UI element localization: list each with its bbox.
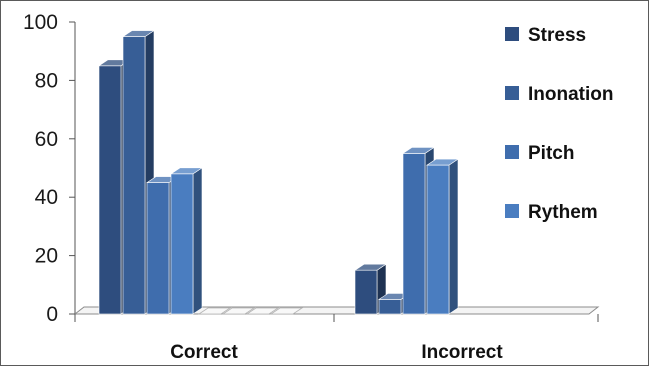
bar-front xyxy=(426,164,450,315)
bar-front xyxy=(98,65,122,315)
x-tick-label: Incorrect xyxy=(421,342,503,363)
legend-label: Stress xyxy=(528,25,586,46)
legend-swatch xyxy=(505,145,519,159)
bar-side xyxy=(192,167,203,315)
bar-front xyxy=(146,182,170,315)
y-tick-label: 100 xyxy=(23,11,58,34)
legend-label: Inonation xyxy=(528,84,613,105)
empty-bars xyxy=(197,307,304,315)
empty-bar xyxy=(245,307,280,315)
empty-bar xyxy=(221,307,256,315)
legend: Stress Inonation Pitch Rythem xyxy=(505,25,613,223)
bar-side xyxy=(448,158,459,315)
y-tick-labels: 0 20 40 60 80 100 xyxy=(23,11,58,326)
bar-top xyxy=(354,263,387,271)
x-tick-label: Correct xyxy=(170,342,238,363)
legend-label: Pitch xyxy=(528,143,574,164)
bar-top xyxy=(122,30,155,37)
bar-front xyxy=(378,299,402,315)
bar-front xyxy=(402,153,426,315)
bar-top xyxy=(402,147,435,154)
bar xyxy=(170,167,203,315)
bar xyxy=(426,158,459,315)
bar-top xyxy=(426,158,459,166)
legend-swatch xyxy=(505,86,519,100)
legend-swatch xyxy=(505,204,519,218)
empty-bar xyxy=(197,307,232,315)
bar-front xyxy=(354,269,378,315)
bars xyxy=(98,30,459,315)
bar-top xyxy=(170,167,203,175)
empty-bar xyxy=(269,307,304,315)
x-tick-labels: Correct Incorrect xyxy=(170,342,503,363)
bar-front xyxy=(122,36,146,315)
legend-label: Rythem xyxy=(528,202,598,223)
y-tick-label: 40 xyxy=(35,186,58,209)
bar-front xyxy=(170,173,194,315)
y-tick-label: 80 xyxy=(35,69,58,92)
y-tick-label: 60 xyxy=(35,128,58,151)
y-tick-label: 0 xyxy=(46,303,58,326)
y-tick-label: 20 xyxy=(35,245,58,268)
legend-swatch xyxy=(505,27,519,41)
